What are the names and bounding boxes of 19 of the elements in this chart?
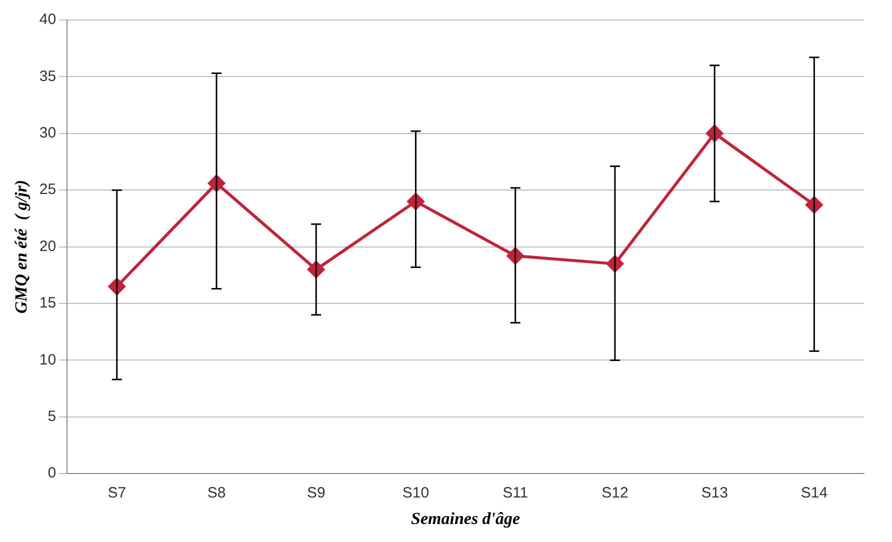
y-tick-label: 30: [39, 124, 56, 142]
x-tick-label: S7: [108, 484, 126, 502]
y-axis-title: GMQ en été ( g/jr): [12, 180, 31, 314]
y-tick-label: 15: [39, 294, 56, 312]
x-axis-title: Semaines d'âge: [410, 509, 521, 528]
x-tick-label: S10: [402, 484, 430, 502]
x-tick-label: S9: [306, 484, 326, 502]
x-tick-label: S13: [701, 484, 728, 502]
x-tick-label: S12: [602, 484, 628, 502]
x-tick-label: S8: [207, 484, 226, 502]
y-tick-label: 35: [39, 68, 56, 85]
x-tick-label: S14: [800, 484, 828, 502]
y-tick-label: 10: [39, 351, 56, 368]
x-tick-label: S11: [502, 484, 528, 502]
y-tick-label: 20: [39, 238, 56, 255]
y-tick-label: 0: [48, 464, 56, 482]
y-tick-label: 40: [39, 11, 56, 28]
y-tick-label: 5: [48, 408, 56, 426]
y-tick-label: 25: [39, 181, 56, 198]
